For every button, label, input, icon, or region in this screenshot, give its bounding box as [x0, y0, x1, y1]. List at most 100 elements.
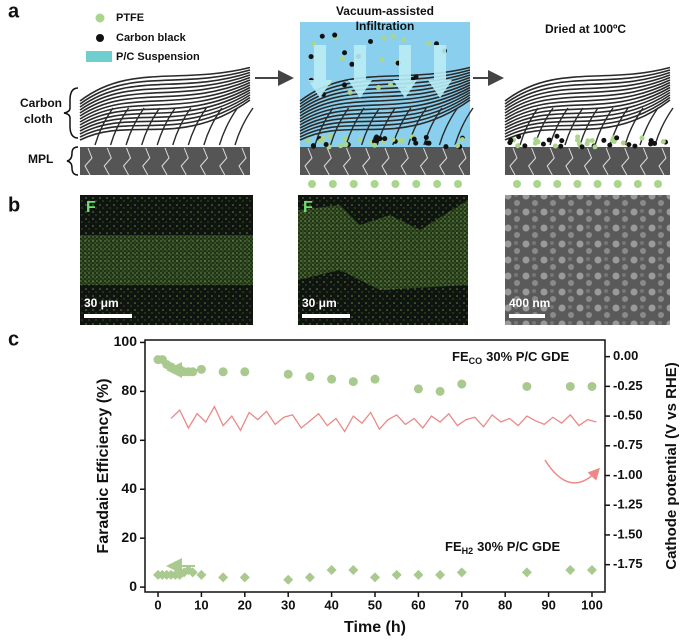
mpl-crack: [602, 147, 611, 176]
fiber: [504, 96, 671, 138]
particle: [357, 137, 363, 143]
fe-point: [370, 374, 380, 384]
fiber: [79, 96, 251, 138]
fiber: [156, 107, 176, 146]
particle: [592, 144, 598, 150]
fe-point: [218, 367, 228, 377]
particle: [349, 180, 358, 188]
particle: [308, 180, 316, 188]
particle: [660, 139, 666, 145]
y-tick-label: 80: [121, 382, 137, 398]
mpl-crack: [323, 147, 332, 176]
fiber: [594, 107, 614, 146]
x-tick-label: 50: [368, 597, 382, 612]
particle: [343, 141, 349, 147]
flow-arrow: [308, 45, 332, 98]
y2-tick-label: -1.25: [613, 497, 643, 512]
fe-point: [196, 364, 206, 374]
particle: [374, 134, 380, 140]
mpl-crack: [362, 147, 371, 176]
fe-point: [305, 372, 315, 382]
mpl-crack: [639, 147, 648, 176]
potential-line: [170, 405, 597, 433]
fe-point: [391, 569, 402, 580]
mpl-crack: [238, 147, 247, 176]
particle: [508, 137, 514, 143]
fiber: [407, 107, 427, 146]
particle: [454, 180, 462, 188]
y2-tick-label: -0.25: [613, 378, 643, 393]
mpl-crack: [419, 147, 429, 176]
particle: [379, 57, 385, 63]
particle: [390, 137, 396, 143]
fiber: [504, 94, 671, 135]
particle: [412, 180, 421, 188]
fe-point: [586, 564, 597, 575]
fiber: [564, 107, 584, 146]
mpl-crack: [458, 147, 467, 176]
particle: [515, 143, 521, 149]
fiber: [79, 91, 251, 132]
fiber: [299, 89, 471, 129]
fiber: [299, 94, 471, 135]
axis-arrow: [544, 459, 601, 484]
particle: [424, 140, 430, 146]
flow-arrow: [393, 45, 417, 98]
y2-axis-label: Cathode potential (V vs RHE): [663, 362, 680, 570]
fiber: [94, 107, 114, 146]
scale-label: 30 μm: [84, 296, 119, 310]
particle: [390, 33, 396, 39]
particle: [382, 136, 388, 142]
legend-text: PTFE: [116, 12, 144, 24]
mpl-crack: [439, 147, 448, 176]
fiber: [454, 107, 474, 146]
y-tick-label: 40: [121, 480, 137, 496]
fiber: [438, 107, 459, 146]
fiber: [234, 107, 254, 146]
y-tick-label: 60: [121, 431, 137, 447]
particle: [516, 134, 522, 140]
particle: [433, 41, 439, 47]
x-tick-label: 60: [411, 597, 425, 612]
particle: [626, 142, 632, 148]
fiber: [299, 86, 471, 126]
x-tick-label: 90: [541, 597, 555, 612]
particle: [648, 141, 654, 147]
particle: [375, 84, 381, 90]
fiber: [79, 79, 251, 117]
fiber: [504, 76, 671, 114]
element-label: F: [86, 199, 96, 216]
legend-text: P/C Suspension: [116, 51, 200, 63]
y2-tick-label: -0.50: [613, 408, 643, 423]
side-label: Carbon: [20, 96, 62, 110]
fe-point: [370, 572, 380, 583]
fe-point: [240, 367, 250, 377]
fiber: [549, 107, 569, 146]
fe-point: [326, 564, 337, 575]
particle: [522, 143, 528, 149]
particle: [443, 144, 449, 150]
scale-bar: [84, 314, 132, 318]
particle: [552, 143, 558, 149]
mpl-crack: [400, 147, 409, 176]
y2-tick-label: -0.75: [613, 437, 643, 452]
particle: [546, 137, 552, 143]
fe-point: [348, 564, 359, 575]
legend-text: Carbon black: [116, 32, 187, 44]
particle: [613, 180, 622, 188]
scale-label: 30 μm: [302, 296, 337, 310]
mpl-crack: [621, 147, 630, 176]
mpl-crack: [546, 147, 555, 176]
particle: [533, 180, 542, 188]
fiber: [79, 84, 251, 123]
particle: [423, 134, 429, 140]
particle: [413, 74, 419, 80]
particle: [620, 140, 626, 146]
fe-point: [239, 572, 250, 583]
x-tick-label: 10: [194, 597, 208, 612]
particle: [455, 142, 461, 148]
mpl-crack: [658, 147, 667, 176]
mpl-crack: [103, 147, 112, 176]
fiber: [109, 107, 130, 146]
y-axis-label: Faradaic Efficiency (%): [95, 378, 112, 553]
